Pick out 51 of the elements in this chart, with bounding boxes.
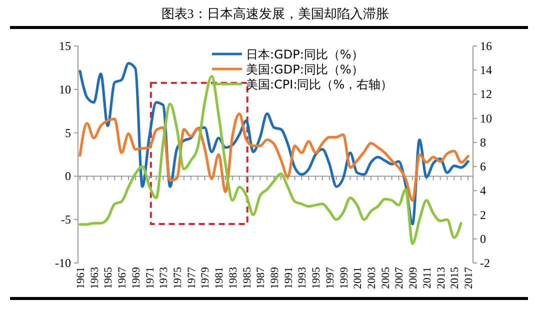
x-tick-label: 1995: [310, 266, 323, 289]
x-tick-label: 1993: [296, 266, 309, 289]
line-series: [78, 112, 470, 202]
x-tick-label: 1981: [214, 267, 226, 289]
line-series: [78, 74, 462, 246]
x-tick-label: 1969: [130, 266, 142, 289]
legend-label: 美国:CPI:同比（%，右轴）: [246, 78, 393, 92]
y2-tick-label: 16: [480, 39, 492, 53]
legend-label: 美国:GDP:同比（%）: [246, 62, 364, 76]
y-tick-label: 15: [59, 39, 71, 53]
x-tick-label: 2017: [463, 266, 475, 289]
y-tick-label: -10: [55, 256, 71, 270]
x-tick-label: 1977: [186, 266, 198, 289]
x-tick-label: 1985: [241, 266, 254, 289]
chart-title: 图表3：日本高速发展，美国却陷入滞胀: [161, 6, 389, 21]
x-tick-label: 1979: [200, 266, 212, 289]
y2-tick-label: -2: [480, 256, 490, 270]
y-tick-label: 5: [65, 126, 71, 140]
x-tick-label: 1991: [282, 267, 295, 289]
x-tick-label: 1987: [255, 266, 268, 289]
x-tick-label: 1975: [172, 266, 184, 289]
x-tick-label: 1961: [75, 267, 87, 289]
y-tick-label: 0: [65, 169, 71, 184]
x-tick-label: 2011: [421, 267, 434, 289]
y2-tick-label: 2: [480, 208, 486, 222]
x-tick-label: 2013: [435, 266, 448, 289]
x-tick-label: 1963: [88, 266, 101, 289]
x-tick-label: 1989: [269, 266, 281, 289]
x-tick-label: 1999: [338, 266, 350, 289]
x-tick-label: 1973: [158, 266, 170, 289]
x-tick-label: 1965: [102, 266, 115, 289]
x-tick-label: 1983: [227, 266, 240, 289]
y2-tick-label: 6: [480, 160, 486, 174]
y-tick-label: 10: [59, 82, 71, 96]
x-tick-label: 2009: [408, 266, 420, 289]
y2-tick-label: 12: [480, 87, 492, 102]
x-tick-label: 2001: [352, 267, 364, 289]
x-tick-label: 1971: [144, 267, 156, 289]
y2-tick-label: 8: [480, 135, 486, 150]
x-tick-label: 2005: [380, 266, 392, 289]
y2-tick-label: 14: [480, 63, 492, 78]
x-tick-label: 1997: [324, 266, 336, 289]
y2-tick-label: 4: [480, 184, 486, 198]
legend-label: 日本:GDP:同比（%）: [246, 48, 364, 62]
x-tick-label: 2015: [449, 266, 462, 289]
x-tick-label: 1967: [116, 266, 129, 289]
y2-tick-label: 10: [480, 111, 492, 126]
x-tick-label: 2007: [394, 266, 406, 289]
y-tick-label: -5: [61, 212, 71, 227]
y2-tick-label: 0: [480, 232, 486, 246]
x-tick-label: 2003: [366, 266, 378, 289]
